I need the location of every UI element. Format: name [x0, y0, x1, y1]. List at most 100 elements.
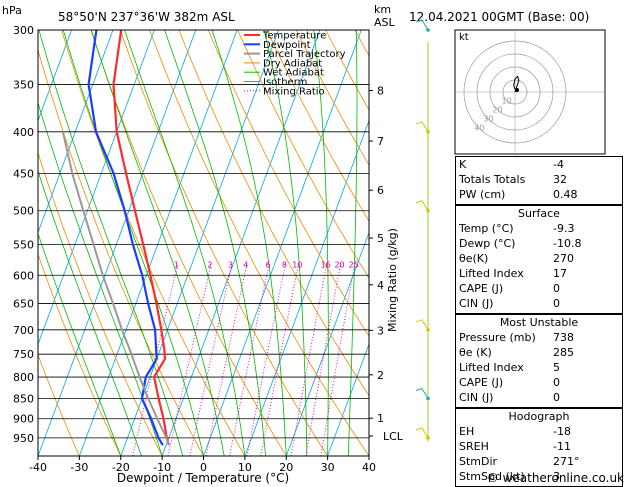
dry-adiabat-line	[38, 151, 163, 456]
axis-layer: 3003504004505005506006507007508008509009…	[13, 24, 404, 474]
storm-motion-marker	[515, 88, 519, 92]
height-tick-label: 8	[377, 85, 384, 98]
pressure-tick-label: 500	[13, 205, 34, 218]
surface-row: Dewp (°C) -10.8	[459, 236, 619, 251]
surface-box	[455, 205, 623, 314]
legend-entry: Wet Adiabat	[263, 68, 324, 79]
dry-adiabat-line	[90, 30, 287, 456]
index-row: Totals Totals 32	[459, 172, 619, 187]
legend-entry: Isotherm	[263, 77, 307, 88]
x-tick-label: -10	[153, 461, 171, 474]
x-tick-label: 40	[362, 461, 376, 474]
hodo-value: -11	[553, 440, 571, 453]
unstable-value: 0	[553, 391, 560, 404]
hodo-label: EH	[459, 425, 475, 438]
mixing-ratio-tick-label: 10	[292, 260, 302, 269]
pressure-tick-label: 650	[13, 298, 34, 311]
hodograph-ring-label: 40	[474, 124, 484, 133]
unstable-label: Pressure (mb)	[459, 331, 536, 344]
wet-adiabat-line	[164, 30, 266, 456]
isotherm-line	[203, 30, 362, 456]
pressure-tick-label: 450	[13, 167, 34, 180]
unstable-label: CAPE (J)	[459, 376, 504, 389]
index-value: -4	[553, 158, 564, 171]
wind-barb	[415, 319, 429, 331]
legend-entry: Mixing Ratio	[263, 86, 325, 97]
index-row: K -4	[459, 157, 619, 172]
isotherm-line	[38, 30, 72, 122]
height-tick-label: 1	[377, 412, 384, 425]
parcel-trajectory-profile	[61, 131, 170, 446]
surface-value: 17	[553, 267, 567, 280]
x-tick-label: 10	[238, 461, 252, 474]
mixing-ratio-tick-label: 3	[228, 260, 233, 269]
height-tick-label: 6	[377, 184, 384, 197]
hodo-value: -18	[553, 425, 571, 438]
location-title: 58°50'N 237°36'W 382m ASL	[58, 10, 235, 24]
dry-adiabat-line	[38, 353, 80, 456]
index-label: K	[459, 158, 467, 171]
height-tick-label: 7	[377, 135, 384, 148]
index-label: PW (cm)	[459, 188, 506, 201]
mixing-ratio-line	[305, 263, 342, 456]
isotherm-line	[327, 343, 369, 456]
wind-barb	[415, 387, 429, 399]
surface-label: Dewp (°C)	[459, 237, 516, 250]
pressure-tick-label: 550	[13, 238, 34, 251]
hodograph-trace	[513, 75, 520, 93]
hodo-row: StmSpd (kt) 3	[459, 469, 619, 484]
isotherm-line	[38, 30, 114, 234]
unstable-value: 5	[553, 361, 560, 374]
index-label: Totals Totals	[459, 173, 526, 186]
wind-barb	[415, 121, 429, 133]
legend-entry: Temperature	[262, 31, 326, 42]
surface-label: θe(K)	[459, 252, 489, 265]
hodo-value: 3	[553, 470, 560, 483]
isotherm-line	[0, 6, 39, 456]
wind-barb-column	[415, 19, 430, 442]
dry-adiabat-line	[38, 253, 122, 456]
mixing-ratio-line	[260, 263, 300, 456]
x-axis-label: Dewpoint / Temperature (°C)	[117, 471, 289, 485]
isotherm-line	[244, 119, 369, 456]
index-value: 0.48	[553, 188, 578, 201]
mixing-ratio-tick-label: 16	[321, 260, 331, 269]
mixing-ratio-tick-label: 2	[207, 260, 212, 269]
mixing-ratio-line	[229, 263, 270, 456]
pressure-tick-label: 600	[13, 269, 34, 282]
index-value: 32	[553, 173, 567, 186]
pressure-tick-label: 350	[13, 79, 34, 92]
mixing-ratio-tick-label: 1	[174, 260, 179, 269]
wet-adiabat-line	[38, 232, 122, 456]
surface-value: -10.8	[553, 237, 582, 250]
surface-label: CAPE (J)	[459, 282, 504, 295]
wet-adiabat-line	[38, 169, 142, 456]
surface-row: Lifted Index 17	[459, 266, 619, 281]
wind-barb	[415, 19, 429, 31]
hodo-title: Hodograph	[508, 410, 570, 423]
x-tick-label: -20	[112, 461, 130, 474]
asl-unit-label: ASL	[374, 16, 396, 29]
mixing-ratio-line	[290, 263, 328, 456]
datetime-title: 12.04.2021 00GMT (Base: 00)	[409, 10, 589, 24]
wind-barb	[415, 427, 429, 439]
pressure-tick-label: 800	[13, 371, 34, 384]
lcl-label: LCL	[383, 430, 404, 443]
height-tick-label: 5	[377, 232, 384, 245]
x-tick-label: 20	[279, 461, 293, 474]
hodo-row: EH -18	[459, 424, 619, 439]
surface-value: -9.3	[553, 222, 575, 235]
unstable-row: CAPE (J) 0	[459, 375, 619, 390]
surface-label: Temp (°C)	[459, 222, 514, 235]
hodo-row: StmDir 271°	[459, 454, 619, 469]
mixing-ratio-axis-label: Mixing Ratio (g/kg)	[386, 228, 399, 332]
hodo-value: 271°	[553, 455, 580, 468]
pressure-tick-label: 400	[13, 126, 34, 139]
surface-row: CIN (J) 0	[459, 296, 619, 311]
unstable-row: Pressure (mb) 738	[459, 330, 619, 345]
x-tick-label: -40	[29, 461, 47, 474]
unstable-value: 0	[553, 376, 560, 389]
unstable-value: 285	[553, 346, 574, 359]
surface-label: Lifted Index	[459, 267, 524, 280]
